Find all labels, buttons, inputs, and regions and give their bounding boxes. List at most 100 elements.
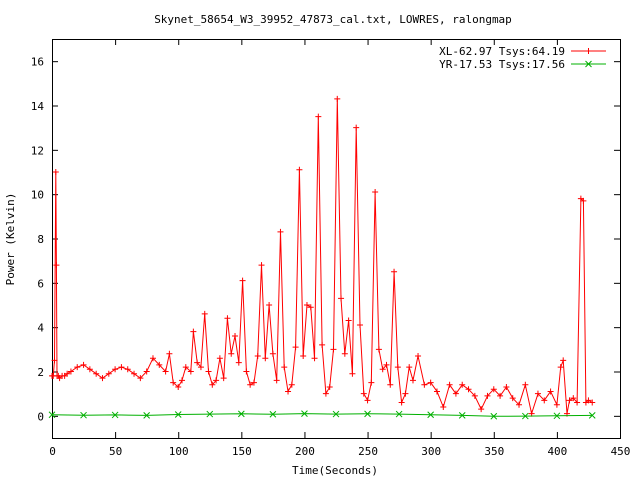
data-point — [303, 302, 310, 308]
data-point — [175, 384, 182, 391]
data-point — [48, 411, 56, 419]
y-tick-label: 16 — [31, 56, 44, 69]
x-tick-label: 450 — [611, 445, 631, 458]
x-tick-label: 250 — [358, 445, 378, 458]
y-tick-label: 4 — [37, 322, 44, 335]
data-point — [349, 370, 356, 377]
data-point — [80, 411, 87, 419]
x-tick-label: 150 — [232, 445, 252, 458]
data-point — [478, 406, 485, 413]
data-point — [458, 412, 466, 419]
data-point — [213, 377, 220, 384]
y-tick-label: 10 — [31, 189, 44, 202]
data-point — [379, 366, 386, 373]
series-line — [52, 98, 593, 416]
axis-ticks: 0 50 100 150 200 250 300 350 400 450 0 2 4 6 8 10 12 14 16 — [31, 39, 631, 458]
data-point — [262, 355, 269, 362]
data-point — [237, 410, 245, 418]
data-point — [51, 357, 58, 364]
data-point — [547, 388, 554, 395]
y-tick-label: 6 — [37, 277, 44, 290]
data-point — [484, 392, 491, 399]
data-point — [93, 370, 100, 377]
data-point — [194, 359, 201, 366]
y-tick-label: 8 — [37, 233, 44, 246]
y-tick-label: 12 — [31, 144, 44, 157]
data-point — [315, 113, 322, 120]
data-point — [465, 386, 472, 393]
y-tick-label: 2 — [37, 366, 44, 379]
data-point — [585, 397, 592, 404]
series-layer — [48, 95, 596, 420]
data-point — [566, 397, 573, 404]
data-point — [187, 368, 194, 375]
data-point — [368, 379, 375, 386]
data-point — [553, 412, 561, 420]
data-point — [300, 352, 307, 359]
data-point — [427, 379, 434, 386]
data-point — [402, 390, 409, 397]
data-point — [232, 333, 239, 340]
data-point — [292, 344, 299, 351]
data-point — [433, 388, 440, 395]
data-point — [124, 366, 131, 373]
series-line — [51, 413, 593, 417]
data-point — [516, 401, 523, 408]
data-point — [52, 169, 59, 175]
data-point — [112, 366, 119, 373]
data-point — [80, 361, 87, 368]
data-point — [341, 350, 348, 357]
data-point — [446, 381, 453, 388]
data-point — [326, 384, 333, 391]
y-axis-label: Power (Kelvin) — [4, 193, 17, 286]
data-point — [281, 364, 288, 371]
x-tick-label: 0 — [49, 445, 56, 458]
data-point — [332, 410, 340, 418]
data-point — [247, 381, 254, 388]
data-point — [387, 381, 394, 388]
data-point — [250, 379, 257, 386]
data-point — [105, 370, 112, 377]
x-tick-label: 300 — [421, 445, 441, 458]
data-point — [589, 399, 596, 406]
data-point — [471, 392, 478, 399]
data-point — [490, 412, 498, 420]
data-point — [574, 399, 581, 406]
data-point — [560, 357, 567, 364]
data-point — [372, 188, 379, 195]
data-point — [67, 368, 74, 375]
data-point — [131, 370, 138, 377]
chart-title: Skynet_58654_W3_39952_47873_cal.txt, LOW… — [154, 13, 512, 26]
data-point — [588, 412, 596, 419]
series-1 — [48, 410, 596, 420]
data-point — [197, 364, 204, 371]
data-point — [149, 355, 156, 362]
data-point — [243, 368, 250, 375]
data-point — [269, 410, 277, 418]
data-point — [277, 228, 284, 235]
data-point — [394, 364, 401, 371]
data-point — [190, 328, 197, 335]
data-point — [330, 346, 337, 353]
data-point — [224, 315, 231, 322]
data-point — [74, 364, 81, 371]
data-point — [137, 375, 144, 382]
data-point — [356, 321, 363, 328]
data-point — [216, 355, 223, 362]
data-point — [301, 410, 308, 417]
data-point — [273, 377, 280, 384]
data-point — [570, 395, 577, 402]
data-point — [522, 381, 529, 388]
data-point — [254, 352, 261, 359]
data-point — [338, 295, 345, 302]
data-point — [452, 390, 459, 397]
data-point — [288, 381, 295, 388]
data-point — [162, 368, 169, 375]
data-point — [179, 377, 186, 384]
data-point — [580, 197, 587, 204]
x-tick-label: 50 — [109, 445, 122, 458]
data-point — [497, 392, 504, 399]
data-point — [170, 379, 177, 386]
data-point — [99, 375, 106, 382]
data-point — [406, 364, 413, 371]
